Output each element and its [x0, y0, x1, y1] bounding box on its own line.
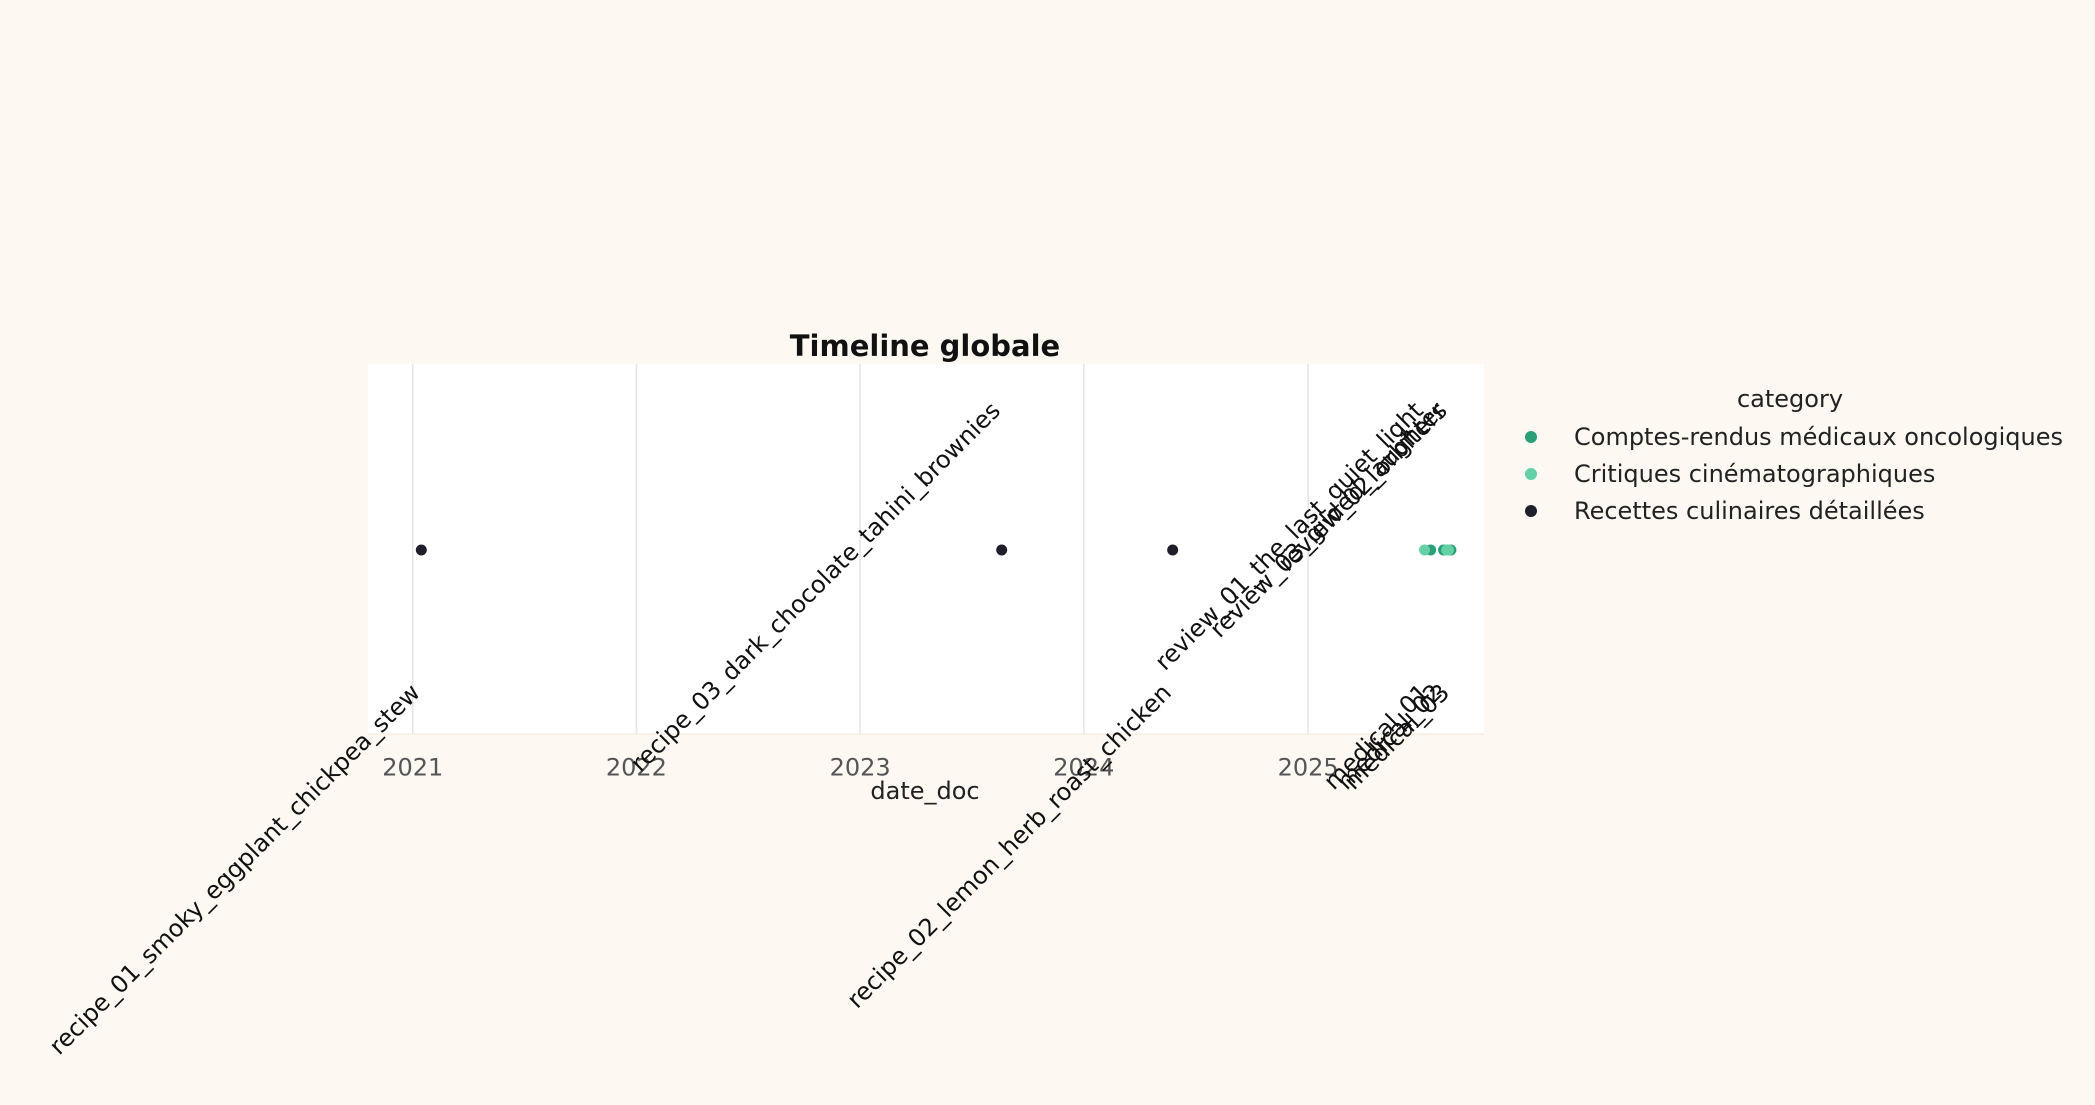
- chart-title: Timeline globale: [790, 329, 1060, 363]
- x-tick-2024: 2024: [1053, 754, 1114, 782]
- point-label-recipe_01_smoky_eggplant_chickpea_stew: recipe_01_smoky_eggplant_chickpea_stew: [44, 678, 426, 1060]
- legend-label-3: Recettes culinaires détaillées: [1574, 497, 1925, 525]
- x-tick-2023: 2023: [830, 754, 891, 782]
- legend-title: category: [1737, 385, 1843, 413]
- data-point-recipe_01_smoky_eggplant_chickpea_stew: [415, 544, 427, 556]
- grid-lines: [411, 364, 1309, 734]
- plot-background: [368, 364, 1484, 734]
- x-tick-2022: 2022: [606, 754, 667, 782]
- x-tick-labels: 2021 2022 2023 2024 2025: [382, 754, 1338, 782]
- x-tick-2025: 2025: [1278, 754, 1339, 782]
- data-point-review_01_the_last_quiet_light: [1419, 544, 1431, 556]
- data-point-review_02_orbiters: [1442, 544, 1454, 556]
- legend-label-2: Critiques cinématographiques: [1574, 460, 1935, 488]
- x-tick-2021: 2021: [382, 754, 443, 782]
- legend-marker-1: [1525, 431, 1537, 443]
- data-points: [415, 544, 1457, 556]
- legend: category Comptes-rendus médicaux oncolog…: [1525, 385, 2063, 525]
- data-point-recipe_02_lemon_herb_roast_chicken: [1167, 544, 1179, 556]
- legend-label-1: Comptes-rendus médicaux oncologiques: [1574, 423, 2063, 451]
- x-axis-label: date_doc: [870, 777, 979, 805]
- legend-marker-2: [1525, 468, 1537, 480]
- legend-entries: Comptes-rendus médicaux oncologiques Crit…: [1525, 423, 2063, 525]
- legend-marker-3: [1525, 505, 1537, 517]
- data-point-recipe_03_dark_chocolate_tahini_brownies: [996, 544, 1008, 556]
